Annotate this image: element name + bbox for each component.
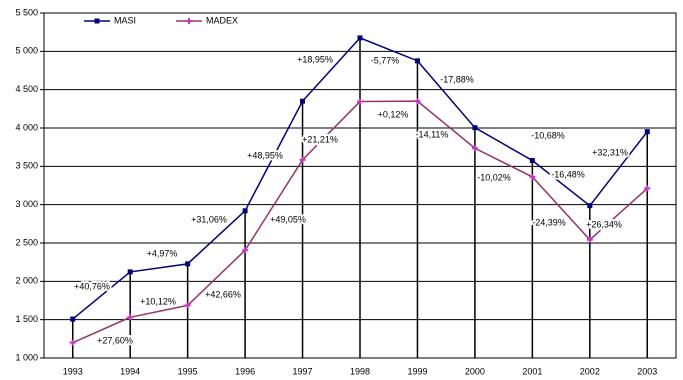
x-tick-label: 1997: [293, 366, 313, 376]
annotation: +31,06%: [191, 214, 227, 224]
x-tick-label: 2002: [580, 366, 600, 376]
x-tick-label: 1995: [178, 366, 198, 376]
annotation: -5,77%: [371, 55, 400, 65]
marker: [414, 98, 421, 105]
annotation: +27,60%: [97, 335, 133, 345]
x-tick-label: 1999: [407, 366, 427, 376]
legend-label: MASI: [114, 15, 136, 25]
legend-marker: [186, 18, 192, 24]
x-tick-label: 2001: [522, 366, 542, 376]
marker: [127, 269, 133, 275]
marker: [242, 208, 248, 214]
x-tick-label: 1993: [63, 366, 83, 376]
y-tick-label: 3 500: [15, 161, 38, 171]
marker: [70, 316, 76, 322]
marker: [69, 339, 76, 346]
annotation: -10,02%: [477, 172, 511, 182]
y-tick-label: 1 500: [15, 314, 38, 324]
annotation: +40,76%: [74, 281, 110, 291]
x-tick-label: 2003: [637, 366, 657, 376]
y-tick-label: 2 000: [15, 276, 38, 286]
annotation: -17,88%: [440, 74, 474, 84]
annotation: +10,12%: [140, 296, 176, 306]
annotation: +32,31%: [592, 147, 628, 157]
legend-marker: [94, 18, 100, 24]
y-tick-label: 5 500: [15, 7, 38, 17]
annotation: +48,95%: [247, 150, 283, 160]
marker: [471, 145, 478, 152]
x-tick-label: 2000: [465, 366, 485, 376]
marker: [644, 129, 650, 135]
marker: [586, 236, 593, 243]
y-tick-label: 2 500: [15, 237, 38, 247]
annotation: -24,39%: [532, 217, 566, 227]
annotation: +4,97%: [147, 248, 178, 258]
annotation: +49,05%: [270, 214, 306, 224]
marker: [242, 247, 249, 254]
marker: [299, 156, 306, 163]
legend-label: MADEX: [206, 15, 238, 25]
marker: [357, 35, 363, 41]
annotation: -14,11%: [416, 129, 449, 139]
marker: [587, 203, 593, 209]
x-tick-label: 1994: [120, 366, 140, 376]
annotation: +18,95%: [297, 54, 333, 64]
y-tick-label: 4 500: [15, 84, 38, 94]
marker: [472, 125, 478, 131]
y-tick-label: 4 000: [15, 122, 38, 132]
marker: [357, 98, 363, 105]
marker: [644, 185, 651, 192]
marker: [529, 158, 535, 164]
marker: [184, 302, 191, 309]
marker: [300, 98, 306, 104]
marker: [127, 314, 134, 321]
annotation: -10,68%: [531, 130, 565, 140]
x-tick-label: 1996: [235, 366, 255, 376]
marker: [185, 261, 191, 267]
marker: [529, 173, 536, 180]
annotation: +42,66%: [205, 289, 241, 299]
y-tick-label: 5 000: [15, 46, 38, 56]
y-tick-label: 3 000: [15, 199, 38, 209]
x-tick-label: 1998: [350, 366, 370, 376]
annotation: +0,12%: [378, 109, 409, 119]
y-tick-label: 1 000: [15, 352, 38, 362]
marker: [414, 58, 420, 64]
annotation: +21,21%: [302, 134, 338, 144]
annotation: -16,48%: [551, 169, 585, 179]
annotation: +26,34%: [586, 219, 622, 229]
